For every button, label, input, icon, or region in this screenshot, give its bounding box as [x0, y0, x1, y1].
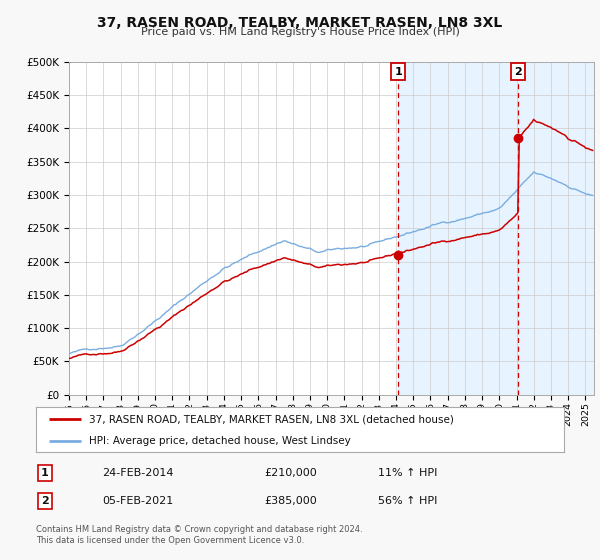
- Text: HPI: Average price, detached house, West Lindsey: HPI: Average price, detached house, West…: [89, 436, 350, 446]
- Text: Contains HM Land Registry data © Crown copyright and database right 2024.
This d: Contains HM Land Registry data © Crown c…: [36, 525, 362, 545]
- Bar: [398, 62, 594, 395]
- Text: Price paid vs. HM Land Registry's House Price Index (HPI): Price paid vs. HM Land Registry's House …: [140, 27, 460, 37]
- Text: £385,000: £385,000: [264, 496, 317, 506]
- Text: 2: 2: [514, 67, 522, 77]
- Text: 11% ↑ HPI: 11% ↑ HPI: [378, 468, 437, 478]
- Text: 2: 2: [41, 496, 49, 506]
- Text: 1: 1: [394, 67, 402, 77]
- Text: 1: 1: [41, 468, 49, 478]
- Text: 56% ↑ HPI: 56% ↑ HPI: [378, 496, 437, 506]
- Text: 05-FEB-2021: 05-FEB-2021: [102, 496, 173, 506]
- Text: 24-FEB-2014: 24-FEB-2014: [102, 468, 173, 478]
- Text: 37, RASEN ROAD, TEALBY, MARKET RASEN, LN8 3XL (detached house): 37, RASEN ROAD, TEALBY, MARKET RASEN, LN…: [89, 414, 454, 424]
- Text: £210,000: £210,000: [264, 468, 317, 478]
- Text: 37, RASEN ROAD, TEALBY, MARKET RASEN, LN8 3XL: 37, RASEN ROAD, TEALBY, MARKET RASEN, LN…: [97, 16, 503, 30]
